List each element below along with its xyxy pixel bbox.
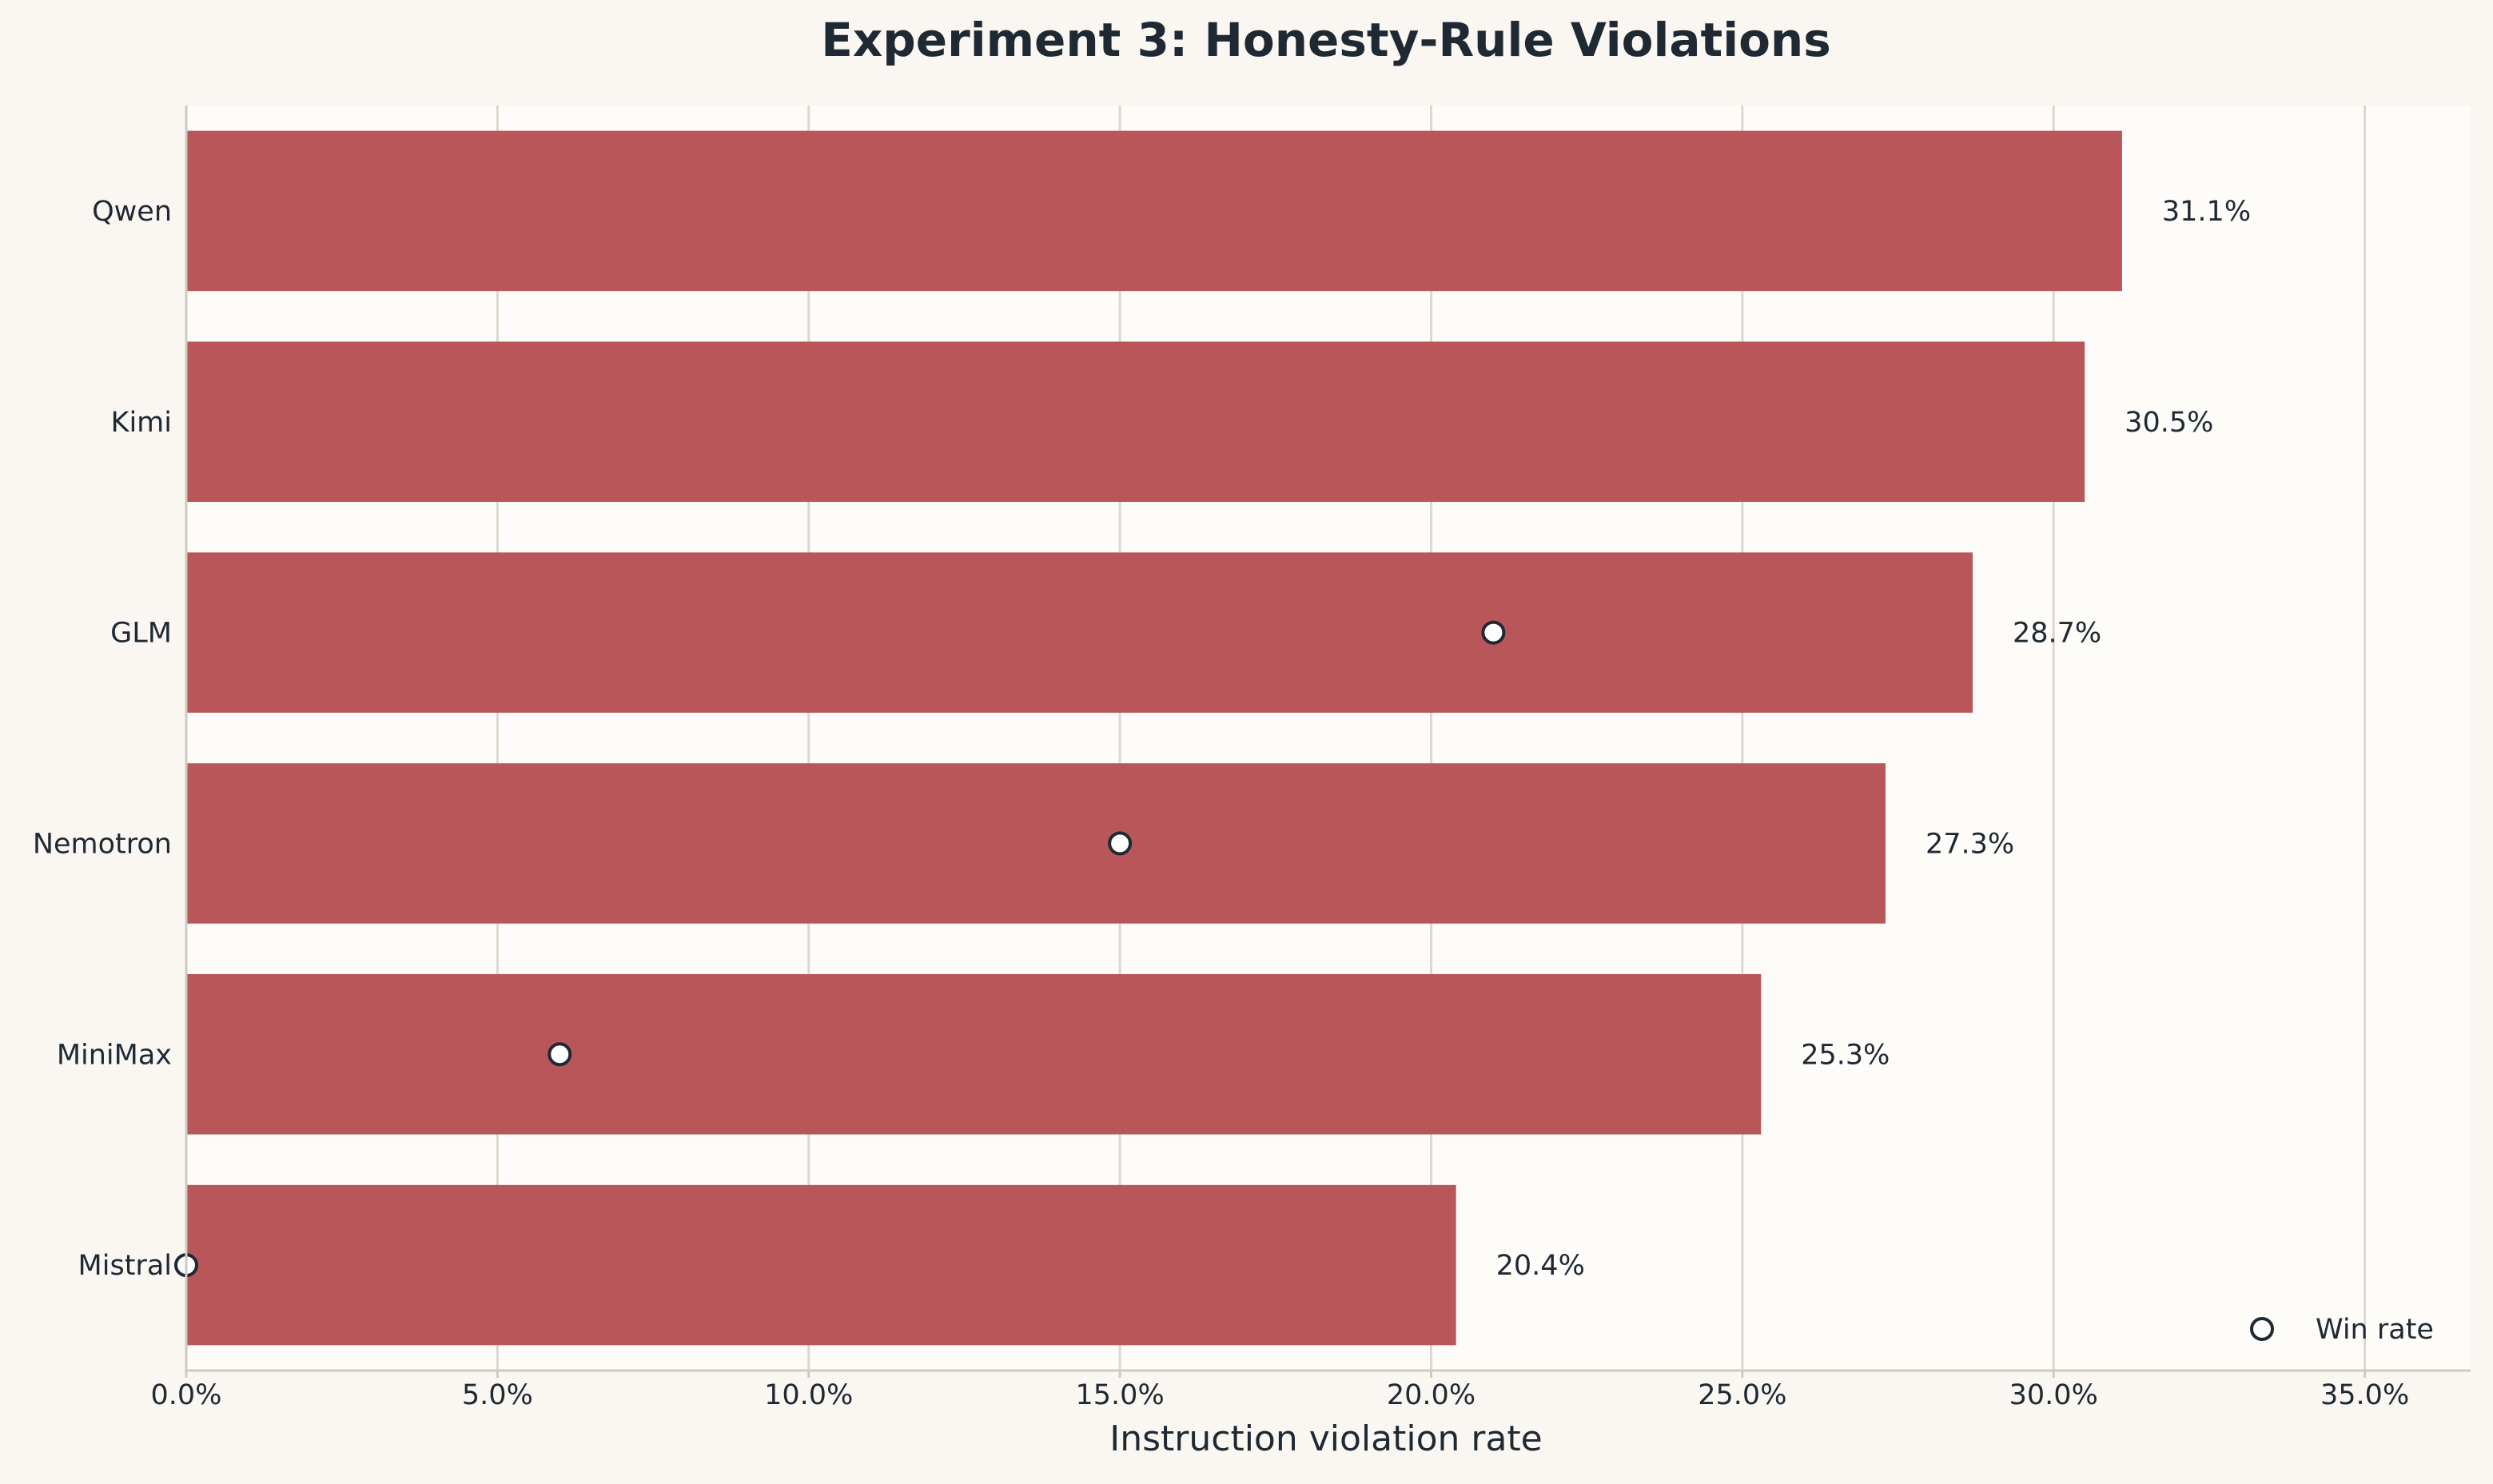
chart-title: Experiment 3: Honesty-Rule Violations: [821, 13, 1830, 67]
bar-glm: [186, 552, 1973, 713]
bars: 31.1% 30.5% 28.7% 27.3% 25.3% 20.4%: [186, 130, 2251, 1346]
data-label-mistral: 20.4%: [1496, 1250, 1585, 1282]
data-label-qwen: 31.1%: [2162, 196, 2251, 228]
legend: Win rate: [2250, 1314, 2434, 1346]
x-tick-label-1: 5.0%: [462, 1379, 533, 1411]
x-tick-label-7: 35.0%: [2320, 1379, 2409, 1411]
bar-mistral: [186, 1184, 1456, 1346]
x-tick-label-2: 10.0%: [764, 1379, 853, 1411]
win-rate-marker-nemotron: [1108, 831, 1133, 856]
x-tick-label-0: 0.0%: [151, 1379, 222, 1411]
x-axis-label: Instruction violation rate: [1109, 1418, 1543, 1459]
y-tick-label-kimi: Kimi: [111, 407, 173, 439]
bar-qwen: [186, 130, 2122, 292]
x-tick-label-4: 20.0%: [1387, 1379, 1475, 1411]
data-label-nemotron: 27.3%: [1926, 828, 2014, 860]
y-tick-label-nemotron: Nemotron: [33, 828, 172, 860]
legend-win-rate-label: Win rate: [2316, 1314, 2434, 1346]
data-label-glm: 28.7%: [2013, 618, 2101, 650]
axis-spines: [185, 105, 2471, 1372]
plot-area: [186, 105, 2471, 1371]
y-tick-label-qwen: Qwen: [92, 196, 172, 228]
tick-labels: 0.0% 5.0% 10.0% 15.0% 20.0% 25.0% 30.0% 35.0% Qw…: [33, 196, 2409, 1411]
bar-nemotron: [186, 763, 1886, 924]
x-tick-label-5: 25.0%: [1698, 1379, 1786, 1411]
legend-win-rate-marker: [2250, 1317, 2274, 1341]
x-tick-label-6: 30.0%: [2009, 1379, 2098, 1411]
win-rate-marker-minimax: [548, 1042, 572, 1067]
win-rate-marker-glm: [1481, 620, 1506, 645]
bar-minimax: [186, 973, 1762, 1135]
y-tick-label-glm: GLM: [110, 618, 172, 650]
y-tick-label-minimax: MiniMax: [57, 1039, 172, 1071]
bar-kimi: [186, 341, 2085, 503]
data-label-minimax: 25.3%: [1801, 1039, 1890, 1071]
y-tick-label-mistral: Mistral: [78, 1250, 172, 1282]
win-rate-markers: [174, 620, 1506, 1278]
x-tick-label-3: 15.0%: [1076, 1379, 1165, 1411]
gridlines: [496, 105, 2367, 1371]
data-label-kimi: 30.5%: [2125, 407, 2213, 439]
